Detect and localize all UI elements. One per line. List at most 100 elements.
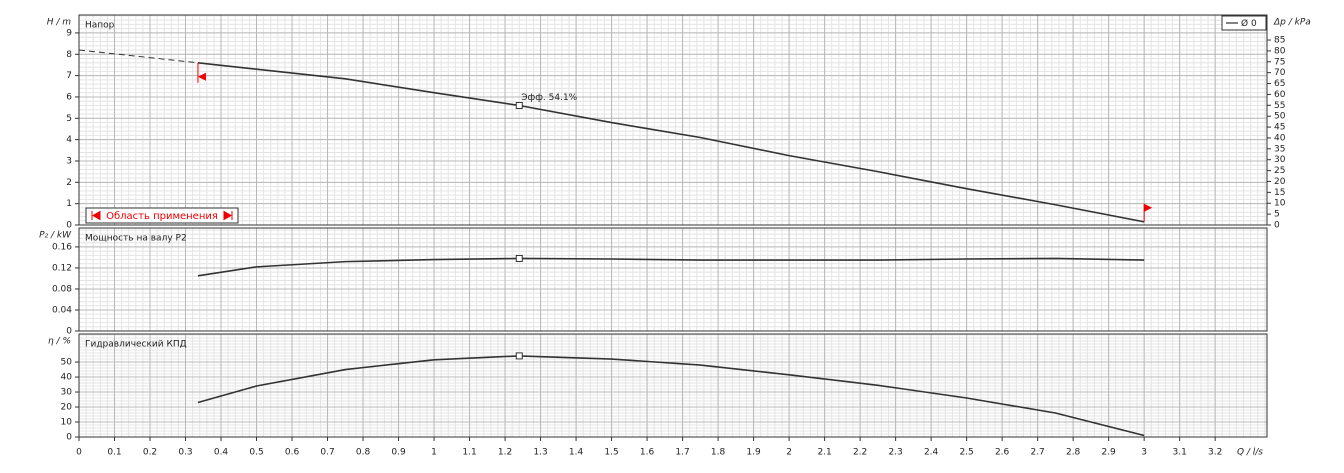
panel-title: Гидравлический КПД	[85, 340, 187, 350]
x-tick-label: 0.7	[320, 448, 334, 458]
y2-tick-label: 45	[1274, 123, 1285, 133]
x-tick-label: 1.9	[746, 448, 761, 458]
y-tick-label: 9	[66, 28, 72, 38]
y2-tick-label: 55	[1274, 101, 1285, 111]
x-tick-label: 1.3	[533, 448, 547, 458]
x-tick-label: 0.6	[285, 448, 300, 458]
y-tick-label: 0	[66, 221, 72, 231]
y-axis-label: P₂ / kW	[39, 231, 72, 241]
range-label: Область применения	[106, 211, 218, 222]
y2-tick-label: 5	[1274, 210, 1280, 220]
y-tick-label: 0	[66, 433, 72, 443]
panel-title: Напор	[85, 21, 115, 31]
y2-tick-label: 75	[1274, 57, 1285, 67]
x-tick-label: 2.2	[853, 448, 867, 458]
operating-point	[515, 352, 523, 360]
panel-title: Мощность на валу P2	[85, 234, 187, 244]
curve	[197, 257, 1145, 277]
x-tick-label: 1.6	[640, 448, 655, 458]
range-arrow	[91, 210, 101, 221]
y2-tick-label: 30	[1274, 155, 1286, 165]
x-tick-label: 2.6	[995, 448, 1010, 458]
y2-tick-label: 25	[1274, 166, 1285, 176]
y-tick-label: 3	[66, 156, 72, 166]
y-tick-label: 7	[66, 71, 72, 81]
legend-label: Ø 0	[1241, 18, 1257, 29]
y-tick-label: 4	[66, 135, 72, 145]
y-tick-label: 50	[61, 358, 73, 368]
y2-tick-label: 20	[1274, 177, 1286, 187]
y-tick-label: 1	[66, 199, 72, 209]
x-tick-label: 2.5	[959, 448, 973, 458]
y-tick-label: 40	[61, 373, 73, 383]
y2-tick-label: 85	[1274, 36, 1285, 46]
curve	[197, 355, 1145, 437]
y2-tick-label: 35	[1274, 144, 1285, 154]
y-tick-label: 20	[61, 403, 73, 413]
x-tick-label: 0.3	[178, 448, 192, 458]
y2-tick-label: 80	[1274, 46, 1286, 56]
legend-box	[1221, 15, 1267, 31]
y-tick-label: 0.04	[52, 305, 72, 315]
x-tick-label: 0.4	[214, 448, 229, 458]
y2-tick-label: 15	[1274, 188, 1285, 198]
x-tick-label: 2.7	[1030, 448, 1044, 458]
y-tick-label: 5	[66, 114, 72, 124]
panel-frame	[78, 227, 1268, 332]
y2-tick-label: 65	[1274, 79, 1285, 89]
x-tick-label: 1.7	[675, 448, 689, 458]
operating-point	[515, 254, 523, 262]
y-tick-label: 2	[66, 178, 72, 188]
x-tick-label: 2.1	[817, 448, 831, 458]
y-tick-label: 0.12	[52, 263, 72, 273]
y-axis-label: η / %	[48, 337, 71, 347]
x-tick-label: 0.1	[107, 448, 121, 458]
panel-frame	[78, 333, 1268, 438]
y-tick-label: 0.08	[52, 284, 72, 294]
x-tick-label: 1.4	[569, 448, 584, 458]
x-tick-label: 0.8	[356, 448, 371, 458]
curve	[197, 62, 1145, 223]
x-tick-label: 1.2	[498, 448, 512, 458]
x-axis-label: Q / l/s	[1237, 448, 1263, 458]
y-tick-label: 30	[61, 388, 73, 398]
y-axis-label: H / m	[47, 18, 72, 28]
y2-tick-label: 60	[1274, 90, 1286, 100]
y-tick-label: 10	[61, 418, 73, 428]
x-tick-label: 2.8	[1066, 448, 1081, 458]
y2-tick-label: 10	[1274, 199, 1286, 209]
y2-tick-label: 70	[1274, 68, 1286, 78]
x-tick-label: 0	[76, 448, 82, 458]
annotation: Эфф. 54.1%	[521, 93, 577, 103]
x-tick-label: 3.2	[1208, 448, 1222, 458]
x-tick-label: 2.3	[888, 448, 902, 458]
x-tick-label: 3.1	[1172, 448, 1186, 458]
y-tick-label: 0.16	[52, 242, 72, 252]
panel-frame	[78, 14, 1268, 226]
x-tick-label: 2	[786, 448, 792, 458]
y2-tick-label: 0	[1274, 221, 1280, 231]
range-marker	[197, 72, 206, 81]
range-marker	[1144, 203, 1153, 212]
x-tick-label: 0.2	[143, 448, 157, 458]
x-tick-label: 1	[431, 448, 437, 458]
operating-point	[515, 101, 523, 109]
x-tick-label: 1.5	[604, 448, 618, 458]
x-tick-label: 0.5	[249, 448, 263, 458]
y-tick-label: 6	[66, 92, 72, 102]
x-tick-label: 2.4	[924, 448, 939, 458]
x-tick-label: 2.9	[1101, 448, 1116, 458]
y2-tick-label: 40	[1274, 133, 1286, 143]
y-tick-label: 0	[66, 327, 72, 337]
y-tick-label: 8	[66, 50, 72, 60]
range-arrow	[223, 210, 233, 221]
x-tick-label: 3	[1141, 448, 1147, 458]
y2-tick-label: 50	[1274, 112, 1286, 122]
x-tick-label: 1.8	[711, 448, 726, 458]
y2-axis-label: Δp / kPa	[1273, 18, 1311, 28]
x-tick-label: 1.1	[462, 448, 476, 458]
range-box	[85, 207, 239, 224]
x-tick-label: 0.9	[391, 448, 406, 458]
